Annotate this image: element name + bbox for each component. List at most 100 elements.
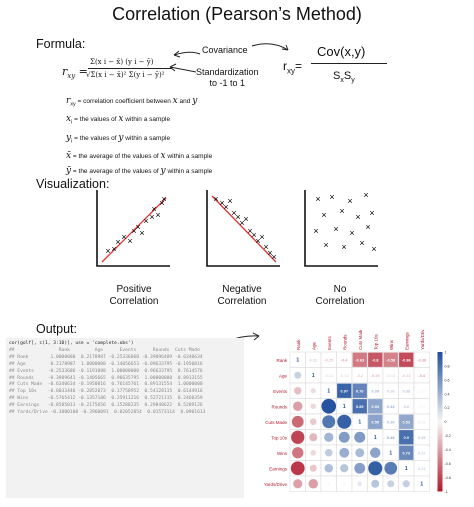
corr-value: -0.22 bbox=[402, 374, 411, 378]
negative-point: × bbox=[235, 212, 240, 222]
corr-circle bbox=[310, 403, 317, 410]
corr-value: 0.53 bbox=[403, 420, 410, 424]
corr-circle bbox=[291, 430, 305, 444]
corr-row-label: Age bbox=[279, 373, 288, 378]
corr-circle bbox=[343, 482, 346, 485]
colorbar-tick: -1 bbox=[445, 490, 448, 494]
corr-row-label: Top 10s bbox=[271, 435, 288, 440]
corr-circle bbox=[292, 447, 304, 459]
corr-value: 0.39 bbox=[372, 389, 379, 393]
corr-col-label: Rounds bbox=[342, 334, 347, 350]
colorbar-tick: -0.2 bbox=[445, 434, 451, 438]
no-correlation-points: × × ××× ×× ×× × ××× × ×× bbox=[313, 190, 376, 254]
positive-point: × bbox=[135, 222, 140, 232]
corr-circle bbox=[371, 479, 380, 488]
negative-trendline bbox=[211, 195, 277, 263]
rhs-lhs: rxy= bbox=[283, 59, 303, 76]
positive-points: × ×× × ××××× ××××× bbox=[105, 194, 166, 256]
corr-value: -0.8 bbox=[372, 358, 379, 362]
colorbar bbox=[437, 352, 443, 492]
corr-diag-value: 1 bbox=[420, 482, 423, 488]
corr-value-bg bbox=[368, 414, 383, 429]
positive-point: × bbox=[139, 228, 144, 238]
corr-diag-value: 1 bbox=[343, 404, 346, 410]
corr-col-label: Wins bbox=[389, 339, 394, 350]
no-correlation-axes bbox=[304, 190, 378, 267]
corr-value: -0.14 bbox=[340, 374, 350, 378]
symbol-legend: rxy = correlation coefficient between x … bbox=[66, 94, 326, 179]
corr-row-label: Wins bbox=[277, 451, 288, 456]
corr-value: 0.26 bbox=[387, 389, 394, 393]
positive-trendline bbox=[101, 197, 167, 263]
corr-value: 0.22 bbox=[418, 451, 425, 455]
rhs-arrow bbox=[251, 43, 289, 51]
corr-value: 0.73 bbox=[403, 451, 410, 455]
corr-value: -0.29 bbox=[371, 374, 380, 378]
negative-point: × bbox=[227, 196, 232, 206]
corr-circle bbox=[327, 482, 330, 485]
corr-circle bbox=[309, 433, 318, 442]
corr-diag-value: 1 bbox=[374, 435, 377, 441]
colorbar-tick: -0.4 bbox=[445, 448, 451, 452]
standardization-line-2: to -1 to 1 bbox=[209, 78, 246, 88]
corr-value: 0.29 bbox=[418, 436, 425, 440]
corr-value: -0.38 bbox=[417, 358, 426, 362]
output-heading: Output: bbox=[36, 322, 77, 336]
corr-circle bbox=[354, 431, 366, 443]
corr-value: -0.14 bbox=[386, 374, 396, 378]
colorbar-tick: 0.4 bbox=[445, 392, 450, 396]
no-correlation-point: × bbox=[315, 194, 320, 204]
positive-plot: × ×× × ××××× ××××× bbox=[96, 190, 170, 267]
corr-value: 0.49 bbox=[387, 436, 394, 440]
corr-cell bbox=[413, 475, 430, 492]
formula-denominator: √Σ(x i − x̄)² Σ(y i − ȳ)² bbox=[86, 71, 165, 79]
positive-label: Positive Correlation bbox=[109, 284, 159, 307]
corr-circle bbox=[294, 387, 302, 395]
colorbar-tick: 0.8 bbox=[445, 364, 450, 368]
corr-circle bbox=[321, 398, 337, 414]
colorbar-tick: 1 bbox=[445, 350, 447, 354]
covariance-arrow bbox=[173, 51, 201, 56]
positive-point: × bbox=[149, 212, 154, 222]
negative-point: × bbox=[251, 230, 256, 240]
corr-diag-value: 1 bbox=[389, 451, 392, 457]
corr-col-label: Cuts Made bbox=[358, 330, 363, 350]
r-rows: ## Rank 1.0000000 0.2178987 -0.25336860 … bbox=[9, 355, 241, 417]
corr-col-label: Top 10s bbox=[373, 333, 378, 350]
legend-line-xbar: x̄ = the average of the values of x with… bbox=[66, 150, 213, 161]
corr-value: -0.63 bbox=[355, 358, 364, 362]
positive-point: × bbox=[161, 194, 166, 204]
positive-point: × bbox=[143, 216, 148, 226]
positive-point: × bbox=[105, 246, 110, 256]
formula-arrows bbox=[169, 43, 289, 73]
corr-col-label: Earnings bbox=[404, 331, 409, 350]
corr-circle bbox=[324, 432, 334, 442]
formula-fraction-bar bbox=[88, 68, 172, 69]
no-correlation-point: × bbox=[333, 224, 338, 234]
corr-value: 0.36 bbox=[387, 420, 394, 424]
corr-value: 0.02 bbox=[418, 389, 425, 393]
corr-value: 0.3 bbox=[404, 405, 409, 409]
positive-point: × bbox=[111, 244, 116, 254]
corr-circle bbox=[324, 448, 333, 457]
no-correlation-point: × bbox=[347, 196, 352, 206]
r-console-output: cor(golf[, c(1, 3:10)], use = 'complete.… bbox=[6, 338, 244, 498]
corr-col-label: Yards/Drive bbox=[420, 330, 425, 350]
corr-col-label: Events bbox=[327, 335, 332, 350]
negative-point: × bbox=[255, 236, 260, 246]
corr-value-bg bbox=[399, 352, 414, 367]
positive-point: × bbox=[127, 236, 132, 246]
corr-value: 0.02 bbox=[418, 405, 425, 409]
negative-point: × bbox=[243, 214, 248, 224]
corr-value: 0.55 bbox=[372, 420, 379, 424]
no-correlation-point: × bbox=[323, 240, 328, 250]
rhs-numerator: Cov(x,y) bbox=[317, 44, 366, 59]
simplified-formula: rxy= Cov(x,y) SxSy bbox=[283, 42, 433, 92]
negative-points: × ×××××××××××××× bbox=[213, 194, 276, 262]
corr-circle bbox=[355, 448, 365, 458]
r-row: ## Cuts Made -0.6340634 -0.1950816 0.761… bbox=[9, 382, 203, 388]
rhs-fraction-bar bbox=[311, 63, 387, 64]
legend-line-xi: xi = the values of x within a sample bbox=[66, 114, 171, 126]
corr-col-label: Rank bbox=[296, 339, 301, 350]
no-correlation-point: × bbox=[369, 208, 374, 218]
